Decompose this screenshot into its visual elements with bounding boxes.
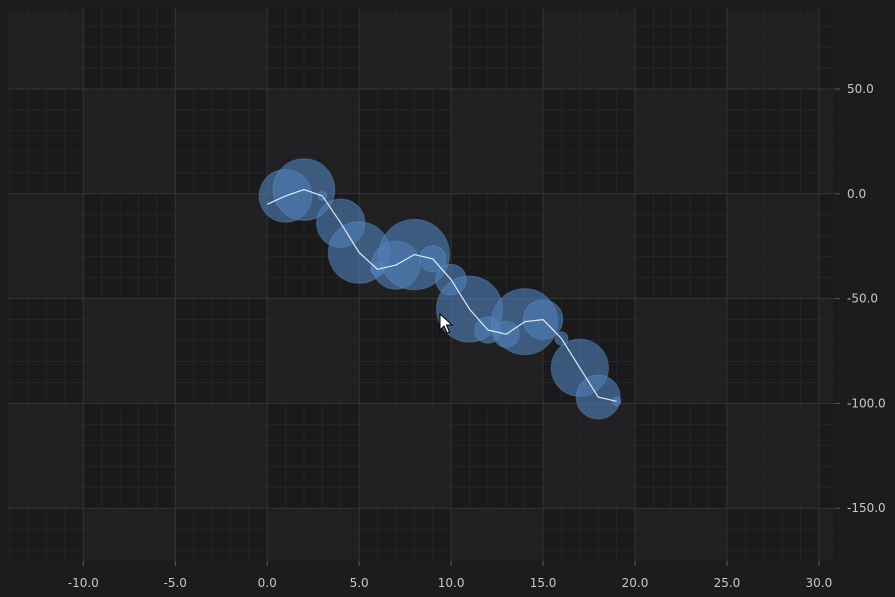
plot-band — [818, 298, 834, 404]
grid-major — [8, 8, 835, 561]
plot-band — [543, 193, 635, 299]
y-tick-label: -100.0 — [847, 396, 886, 410]
x-tick-label: 25.0 — [714, 576, 741, 590]
plot-band — [726, 9, 819, 90]
x-axis: -10.0 -5.0 0.0 5.0 10.0 15.0 20.0 25.0 30.0 — [68, 561, 832, 590]
plot-band — [359, 9, 452, 90]
x-tick-label: 10.0 — [438, 576, 465, 590]
plot-band — [635, 89, 727, 194]
plot-band — [818, 508, 834, 561]
y-tick-label: 50.0 — [847, 82, 874, 96]
plot-band — [635, 508, 727, 561]
y-axis-area — [835, 0, 895, 593]
x-tick-label: 0.0 — [258, 576, 277, 590]
y-tick-label: -50.0 — [847, 292, 878, 306]
plot-band — [8, 193, 84, 299]
plot-band — [83, 298, 176, 404]
plot-band — [267, 298, 360, 404]
x-tick-label: -10.0 — [68, 576, 99, 590]
plot-band — [175, 193, 268, 299]
plot-band — [8, 403, 84, 509]
plot-band — [175, 9, 268, 90]
mouse-cursor-icon — [439, 312, 454, 334]
x-tick-label: 20.0 — [622, 576, 649, 590]
plot-band — [726, 403, 819, 509]
y-axis: 50.0 0.0 -50.0 -100.0 -150.0 — [835, 82, 886, 515]
plot-band — [543, 403, 635, 509]
y-tick-label: -150.0 — [847, 501, 886, 515]
plot-band — [726, 193, 819, 299]
x-tick-label: -5.0 — [164, 576, 187, 590]
plot-band — [359, 403, 452, 509]
plot-band — [451, 508, 544, 561]
plot-band — [818, 89, 834, 194]
x-axis-area — [0, 561, 895, 593]
plot-band — [83, 508, 176, 561]
plot-band — [451, 89, 544, 194]
grid-minor — [8, 8, 835, 561]
plot-band — [175, 403, 268, 509]
y-tick-label: 0.0 — [847, 187, 866, 201]
x-tick-label: 5.0 — [350, 576, 369, 590]
series-line — [266, 189, 617, 402]
x-tick-label: 15.0 — [530, 576, 557, 590]
plot-band — [8, 9, 84, 90]
plot-band — [267, 508, 360, 561]
plot-band — [543, 9, 635, 90]
plot-band — [83, 89, 176, 194]
data-bubble — [611, 396, 622, 407]
x-tick-label: 30.0 — [806, 576, 833, 590]
plot-band — [635, 298, 727, 404]
